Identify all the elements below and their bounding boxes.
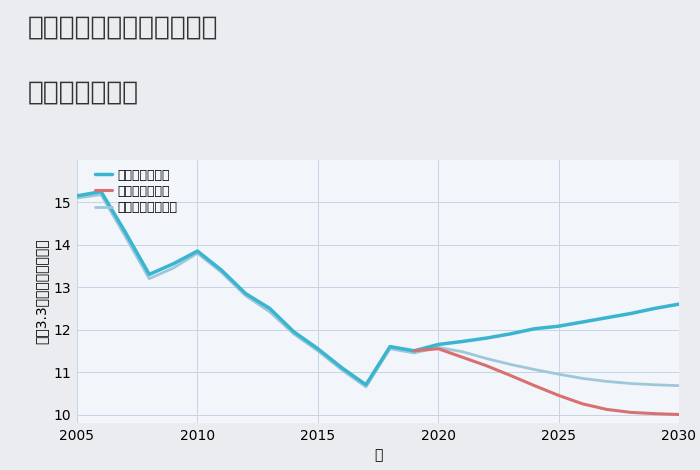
ノーマルシナリオ	[603, 378, 611, 384]
ノーマルシナリオ	[626, 381, 635, 386]
バッドシナリオ	[531, 383, 539, 389]
バッドシナリオ	[482, 363, 491, 368]
グッドシナリオ	[458, 339, 466, 345]
グッドシナリオ	[554, 323, 563, 329]
ノーマルシナリオ	[362, 384, 370, 390]
グッドシナリオ	[434, 342, 442, 347]
バッドシナリオ	[506, 373, 514, 378]
ノーマルシナリオ	[386, 346, 394, 352]
ノーマルシナリオ	[675, 383, 683, 389]
グッドシナリオ	[506, 331, 514, 337]
ノーマルシナリオ	[73, 195, 81, 201]
Line: ノーマルシナリオ: ノーマルシナリオ	[77, 195, 679, 387]
Line: グッドシナリオ: グッドシナリオ	[77, 192, 679, 385]
ノーマルシナリオ	[482, 356, 491, 361]
グッドシナリオ	[337, 365, 346, 371]
Text: 土地の価格推移: 土地の価格推移	[28, 80, 139, 106]
グッドシナリオ	[169, 261, 178, 266]
グッドシナリオ	[241, 291, 250, 297]
ノーマルシナリオ	[241, 293, 250, 298]
ノーマルシナリオ	[531, 367, 539, 372]
ノーマルシナリオ	[337, 367, 346, 373]
グッドシナリオ	[386, 344, 394, 349]
ノーマルシナリオ	[290, 331, 298, 337]
ノーマルシナリオ	[651, 382, 659, 388]
バッドシナリオ	[458, 354, 466, 360]
バッドシナリオ	[554, 392, 563, 398]
ノーマルシナリオ	[410, 350, 419, 356]
グッドシナリオ	[193, 248, 202, 254]
ノーマルシナリオ	[554, 371, 563, 377]
グッドシナリオ	[651, 306, 659, 311]
バッドシナリオ	[651, 411, 659, 416]
バッドシナリオ	[675, 412, 683, 417]
バッドシナリオ	[410, 348, 419, 353]
Text: 三重県桑名市長島町大島の: 三重県桑名市長島町大島の	[28, 14, 218, 40]
ノーマルシナリオ	[217, 269, 225, 275]
バッドシナリオ	[626, 409, 635, 415]
グッドシナリオ	[626, 311, 635, 316]
バッドシナリオ	[603, 407, 611, 412]
ノーマルシナリオ	[265, 309, 274, 314]
グッドシナリオ	[73, 193, 81, 199]
Y-axis label: 坪（3.3㎡）単価（万円）: 坪（3.3㎡）単価（万円）	[34, 239, 48, 344]
ノーマルシナリオ	[145, 276, 153, 282]
ノーマルシナリオ	[578, 376, 587, 381]
ノーマルシナリオ	[434, 345, 442, 350]
グッドシナリオ	[362, 382, 370, 388]
バッドシナリオ	[434, 346, 442, 352]
グッドシナリオ	[578, 319, 587, 325]
グッドシナリオ	[314, 346, 322, 352]
ノーマルシナリオ	[193, 251, 202, 256]
グッドシナリオ	[410, 348, 419, 353]
グッドシナリオ	[603, 315, 611, 321]
ノーマルシナリオ	[97, 192, 105, 197]
ノーマルシナリオ	[458, 349, 466, 354]
グッドシナリオ	[217, 267, 225, 273]
X-axis label: 年: 年	[374, 448, 382, 462]
ノーマルシナリオ	[169, 265, 178, 271]
ノーマルシナリオ	[314, 348, 322, 353]
Legend: グッドシナリオ, バッドシナリオ, ノーマルシナリオ: グッドシナリオ, バッドシナリオ, ノーマルシナリオ	[95, 169, 178, 214]
グッドシナリオ	[482, 335, 491, 341]
グッドシナリオ	[121, 229, 130, 235]
グッドシナリオ	[531, 326, 539, 331]
グッドシナリオ	[675, 301, 683, 307]
Line: バッドシナリオ: バッドシナリオ	[414, 349, 679, 415]
ノーマルシナリオ	[121, 234, 130, 239]
グッドシナリオ	[265, 306, 274, 311]
グッドシナリオ	[97, 189, 105, 195]
グッドシナリオ	[290, 329, 298, 335]
グッドシナリオ	[145, 272, 153, 277]
バッドシナリオ	[578, 401, 587, 407]
ノーマルシナリオ	[506, 361, 514, 367]
